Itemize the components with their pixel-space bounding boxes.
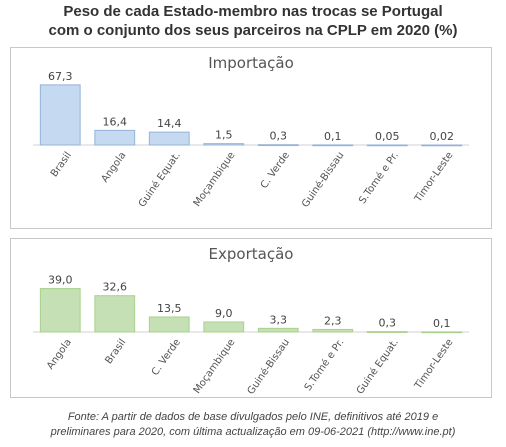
export-category-label-2: C. Verde — [150, 337, 183, 378]
import-bar-5 — [312, 144, 354, 147]
import-category-label-6: S.Tomé e Pr. — [356, 150, 401, 207]
source-line-2: preliminares para 2020, com última actua… — [50, 426, 456, 438]
export-category-label-6: Guiné Equat. — [354, 337, 401, 397]
export-chart-title: Exportação — [209, 245, 294, 263]
import-chart-title: Importação — [208, 54, 294, 72]
import-value-label-7: 0,02 — [430, 130, 455, 143]
export-category-label-4: Guiné-Bissau — [245, 337, 292, 397]
import-category-label-5: Guiné-Bissau — [299, 150, 346, 210]
source-line-1: Fonte: A partir de dados de base divulga… — [67, 411, 439, 423]
chart-title-line-2: com o conjunto dos seus parceiros na CPL… — [48, 22, 458, 39]
import-bar-7 — [421, 144, 463, 147]
export-bar-3 — [203, 321, 245, 333]
export-bar-6 — [366, 331, 408, 333]
export-value-label-6: 0,3 — [379, 317, 397, 330]
export-value-label-3: 9,0 — [215, 307, 233, 320]
export-bar-7 — [421, 331, 463, 334]
export-bar-4 — [257, 327, 299, 333]
import-bar-0 — [39, 84, 81, 146]
import-value-label-0: 67,3 — [48, 70, 73, 83]
import-bar-3 — [203, 143, 245, 146]
chart-title: Peso de cada Estado-membro nas trocas se… — [0, 2, 506, 40]
chart-title-line-1: Peso de cada Estado-membro nas trocas se… — [63, 3, 443, 20]
export-bar-0 — [39, 288, 81, 333]
import-value-label-2: 14,4 — [157, 117, 182, 130]
export-value-label-7: 0,1 — [433, 317, 451, 330]
export-value-label-1: 32,6 — [103, 281, 128, 294]
import-bar-6 — [366, 144, 408, 147]
import-chart-panel: Importação 67,3 Brasil 16,4 Angola 14,4 Guiné … — [10, 47, 492, 229]
export-chart: Exportação 39,0 Angola 32,6 Brasil 13,5 C. Ver… — [33, 245, 469, 397]
export-bar-5 — [312, 328, 354, 333]
import-chart: Importação 67,3 Brasil 16,4 Angola 14,4 Guiné … — [33, 54, 469, 210]
export-chart-panel: Exportação 39,0 Angola 32,6 Brasil 13,5 C. Ver… — [10, 238, 492, 398]
import-category-label-7: Timor-Leste — [412, 150, 455, 205]
export-category-label-5: S.Tomé e Pr. — [302, 337, 347, 394]
export-bar-1 — [94, 295, 136, 333]
export-category-label-3: Moçambique — [192, 337, 238, 396]
export-value-label-5: 2,3 — [324, 314, 342, 327]
source-note: Fonte: A partir de dados de base divulga… — [0, 410, 506, 440]
export-category-label-1: Brasil — [103, 337, 128, 366]
export-value-label-4: 3,3 — [270, 313, 288, 326]
export-bar-2 — [148, 316, 190, 333]
import-category-label-1: Angola — [100, 150, 129, 185]
import-category-label-4: C. Verde — [259, 150, 292, 191]
export-value-label-0: 39,0 — [48, 274, 73, 287]
import-bar-1 — [94, 129, 136, 146]
import-value-label-3: 1,5 — [215, 129, 233, 142]
export-value-label-2: 13,5 — [157, 302, 182, 315]
import-value-label-4: 0,3 — [270, 130, 288, 143]
import-category-label-2: Guiné Equat. — [136, 150, 183, 210]
import-bar-4 — [257, 144, 299, 147]
import-value-label-1: 16,4 — [103, 115, 128, 128]
import-value-label-5: 0,1 — [324, 130, 342, 143]
import-category-label-3: Moçambique — [192, 150, 238, 209]
export-category-label-7: Timor-Leste — [412, 337, 455, 392]
import-category-label-0: Brasil — [49, 150, 74, 179]
import-value-label-6: 0,05 — [375, 130, 400, 143]
import-bar-2 — [148, 131, 190, 146]
export-category-label-0: Angola — [45, 337, 74, 372]
